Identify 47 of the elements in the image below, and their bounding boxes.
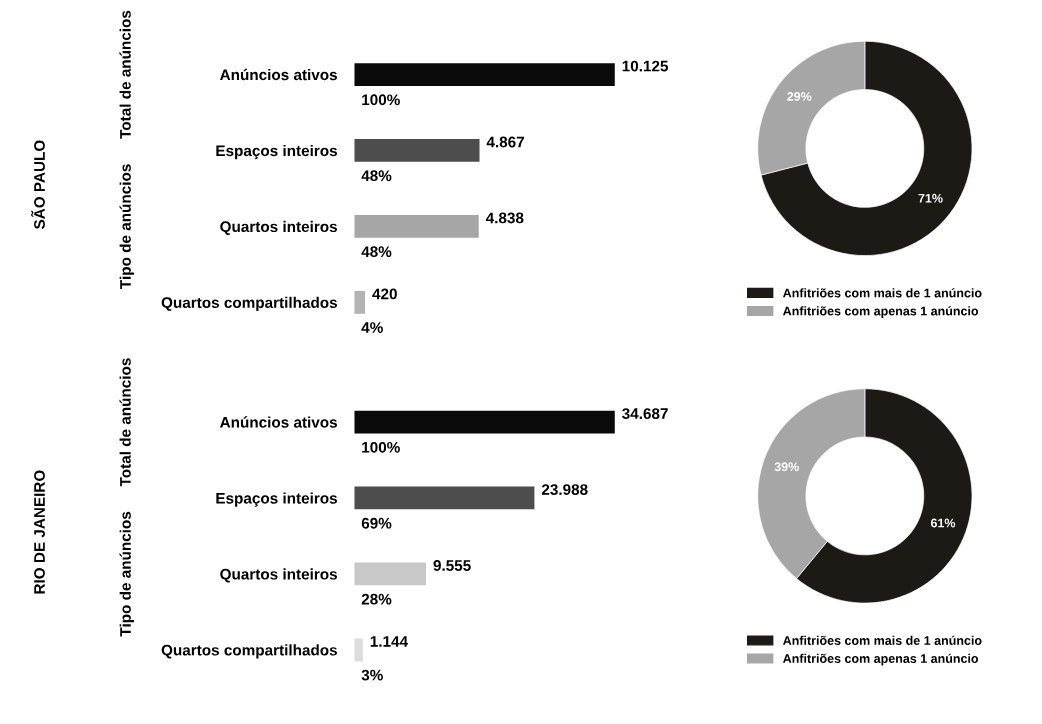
annotation: 28% xyxy=(361,593,392,605)
donut-slice xyxy=(760,40,973,256)
data-label: 34.687 xyxy=(622,408,668,420)
data-label: 10.125 xyxy=(622,60,669,72)
y-axis-title: RIO DE JANEIRO xyxy=(34,470,45,594)
y-tick-label: Espaços inteiros xyxy=(216,144,337,160)
data-label: 39% xyxy=(774,462,799,472)
y-tick-label: Quartos compartilhados xyxy=(161,296,337,312)
y-tick-label: Quartos inteiros xyxy=(220,220,337,235)
text: Total de anúncios xyxy=(119,10,131,139)
data-label: 1.144 xyxy=(370,636,408,647)
annotation: 3% xyxy=(361,669,383,681)
y-axis-title: SÃO PAULO xyxy=(31,140,45,230)
bar xyxy=(354,638,363,662)
legend-label: Anfitriões com apenas 1 anúncio xyxy=(783,306,979,318)
bar xyxy=(354,562,427,586)
y-tick-label: Anúncios ativos xyxy=(220,416,337,428)
bar xyxy=(354,290,366,314)
data-label: 71% xyxy=(918,193,943,203)
data-label: 23.988 xyxy=(541,484,588,495)
y-tick-label: Quartos compartilhados xyxy=(161,644,337,659)
data-label: 29% xyxy=(787,92,812,101)
legend-label: Anfitriões com mais de 1 anúncio xyxy=(783,288,982,298)
annotation: 69% xyxy=(361,517,392,529)
bar xyxy=(354,410,615,434)
legend-label: Anfitriões com mais de 1 anúncio xyxy=(783,635,982,645)
text: Tipo de anúncios xyxy=(119,164,134,289)
annotation: 48% xyxy=(361,246,392,258)
annotation: 100% xyxy=(362,94,400,106)
bar xyxy=(354,139,480,162)
y-tick-label: Quartos inteiros xyxy=(220,568,337,583)
legend-label: Anfitriões com apenas 1 anúncio xyxy=(783,653,979,666)
data-label: 4.867 xyxy=(486,136,524,148)
data-label: 9.555 xyxy=(433,560,471,571)
y-tick-label: Espaços inteiros xyxy=(216,492,337,507)
annotation: 100% xyxy=(362,441,400,453)
data-label: 61% xyxy=(930,518,956,528)
bar xyxy=(354,63,615,86)
data-label: 420 xyxy=(372,288,397,300)
annotation: 48% xyxy=(361,170,392,182)
bar xyxy=(354,214,479,238)
y-tick-label: Anúncios ativos xyxy=(220,68,337,81)
data-label: 4.838 xyxy=(485,212,524,224)
text: Tipo de anúncios xyxy=(119,511,134,637)
text: Total de anúncios xyxy=(119,358,131,487)
bar xyxy=(354,486,535,510)
annotation: 4% xyxy=(361,322,383,333)
